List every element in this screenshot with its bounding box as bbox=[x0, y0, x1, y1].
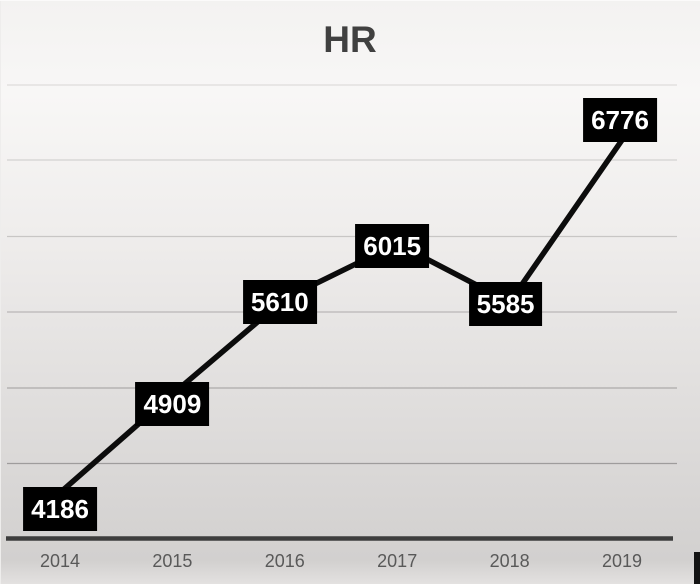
x-axis-label[interactable]: 2017 bbox=[377, 551, 418, 571]
data-label[interactable]: 4186 bbox=[23, 486, 97, 531]
data-label[interactable]: 6776 bbox=[583, 98, 657, 143]
x-axis-label[interactable]: 2018 bbox=[489, 551, 530, 571]
data-label[interactable]: 5585 bbox=[468, 282, 543, 327]
data-label[interactable]: 4909 bbox=[135, 382, 210, 427]
x-axis-label[interactable]: 2019 bbox=[601, 551, 643, 571]
chart-title[interactable]: HR bbox=[323, 19, 377, 60]
screen-edge-artifact bbox=[694, 552, 700, 584]
data-label[interactable]: 5610 bbox=[242, 279, 317, 324]
x-axis-label[interactable]: 2016 bbox=[264, 551, 305, 571]
data-label[interactable]: 6015 bbox=[355, 223, 430, 268]
x-axis-label[interactable]: 2015 bbox=[152, 551, 193, 571]
x-axis-label[interactable]: 2014 bbox=[39, 551, 81, 571]
